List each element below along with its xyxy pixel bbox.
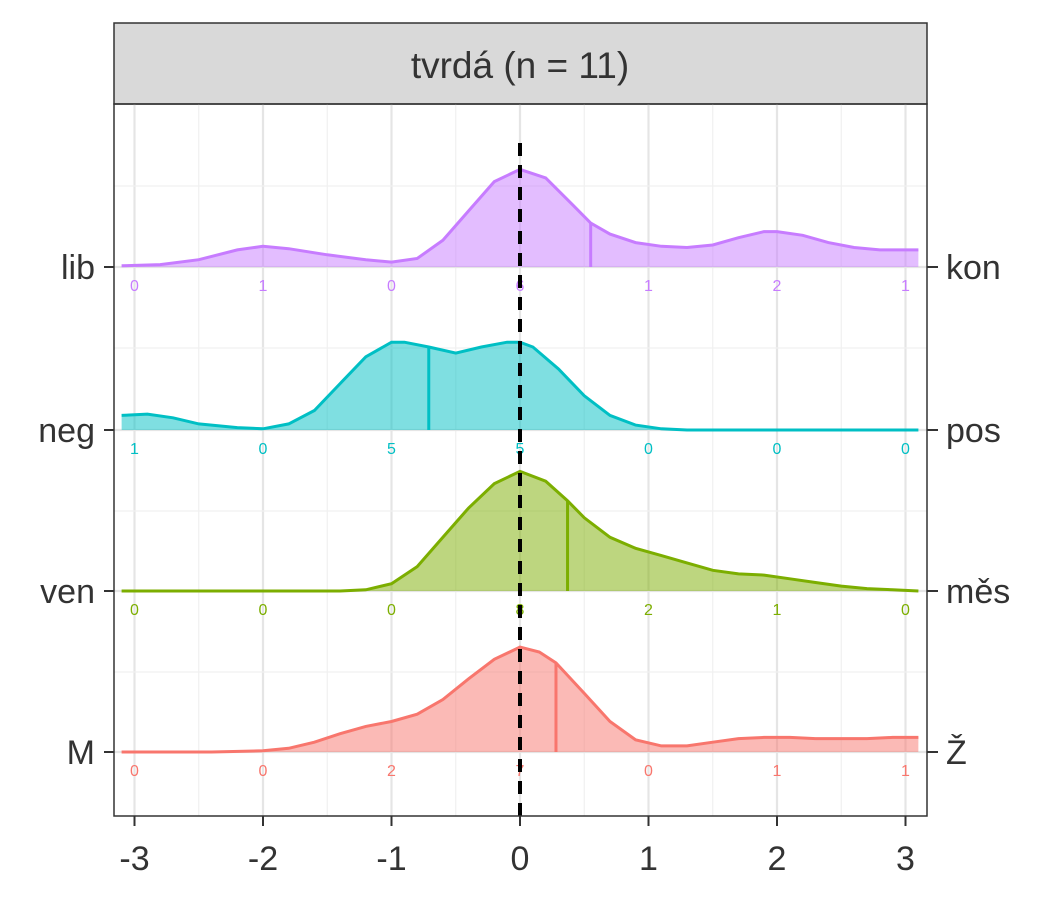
density-line	[121, 340, 919, 432]
x-tick-label: 1	[639, 840, 658, 878]
count-label: 1	[901, 278, 910, 295]
count-label: 0	[387, 602, 396, 619]
density-area	[121, 471, 919, 591]
count-label: 0	[259, 441, 268, 458]
x-tick-label: 0	[511, 840, 530, 878]
count-label: 5	[516, 441, 525, 458]
x-tick-label: -1	[376, 840, 406, 878]
density-line	[121, 167, 919, 268]
count-label: 0	[130, 278, 139, 295]
count-label: 0	[644, 441, 653, 458]
density-line	[121, 645, 919, 754]
ridge-ven-měs: 0008210	[121, 469, 919, 619]
chart-title: tvrdá (n = 11)	[411, 45, 629, 86]
count-label: 1	[644, 278, 653, 295]
count-label: 0	[259, 763, 268, 780]
right-axis-label: Ž	[946, 734, 967, 772]
x-axis: -3 -2 -1 0 1 2 3	[119, 816, 915, 878]
count-label: 2	[387, 763, 396, 780]
x-tick-label: 2	[768, 840, 787, 878]
count-label: 1	[130, 441, 139, 458]
left-axis: lib neg ven M	[38, 249, 114, 772]
left-axis-label: ven	[40, 573, 95, 611]
count-label: 2	[773, 278, 782, 295]
count-label: 0	[773, 441, 782, 458]
right-axis: kon pos měs Ž	[927, 249, 1010, 772]
x-tick-label: -3	[119, 840, 149, 878]
right-axis-label: kon	[946, 249, 1001, 287]
right-axis-label: měs	[946, 573, 1010, 611]
left-axis-label: lib	[61, 249, 95, 287]
count-label: 0	[901, 441, 910, 458]
right-axis-label: pos	[946, 412, 1001, 450]
count-label: 0	[387, 278, 396, 295]
count-label: 0	[644, 763, 653, 780]
count-label: 0	[259, 602, 268, 619]
count-label: 0	[901, 602, 910, 619]
x-tick-label: -2	[248, 840, 278, 878]
count-label: 1	[901, 763, 910, 780]
left-axis-label: M	[67, 734, 95, 772]
left-axis-label: neg	[38, 412, 95, 450]
facet-strip-box	[113, 22, 928, 105]
density-line	[121, 469, 919, 593]
count-label: 5	[387, 441, 396, 458]
count-label: 1	[773, 602, 782, 619]
count-label: 0	[130, 763, 139, 780]
count-label: 2	[644, 602, 653, 619]
facet-strip: tvrdá (n = 11)	[113, 22, 928, 105]
count-label: 0	[130, 602, 139, 619]
count-label: 1	[773, 763, 782, 780]
x-tick-label: 3	[896, 840, 915, 878]
count-label: 1	[259, 278, 268, 295]
